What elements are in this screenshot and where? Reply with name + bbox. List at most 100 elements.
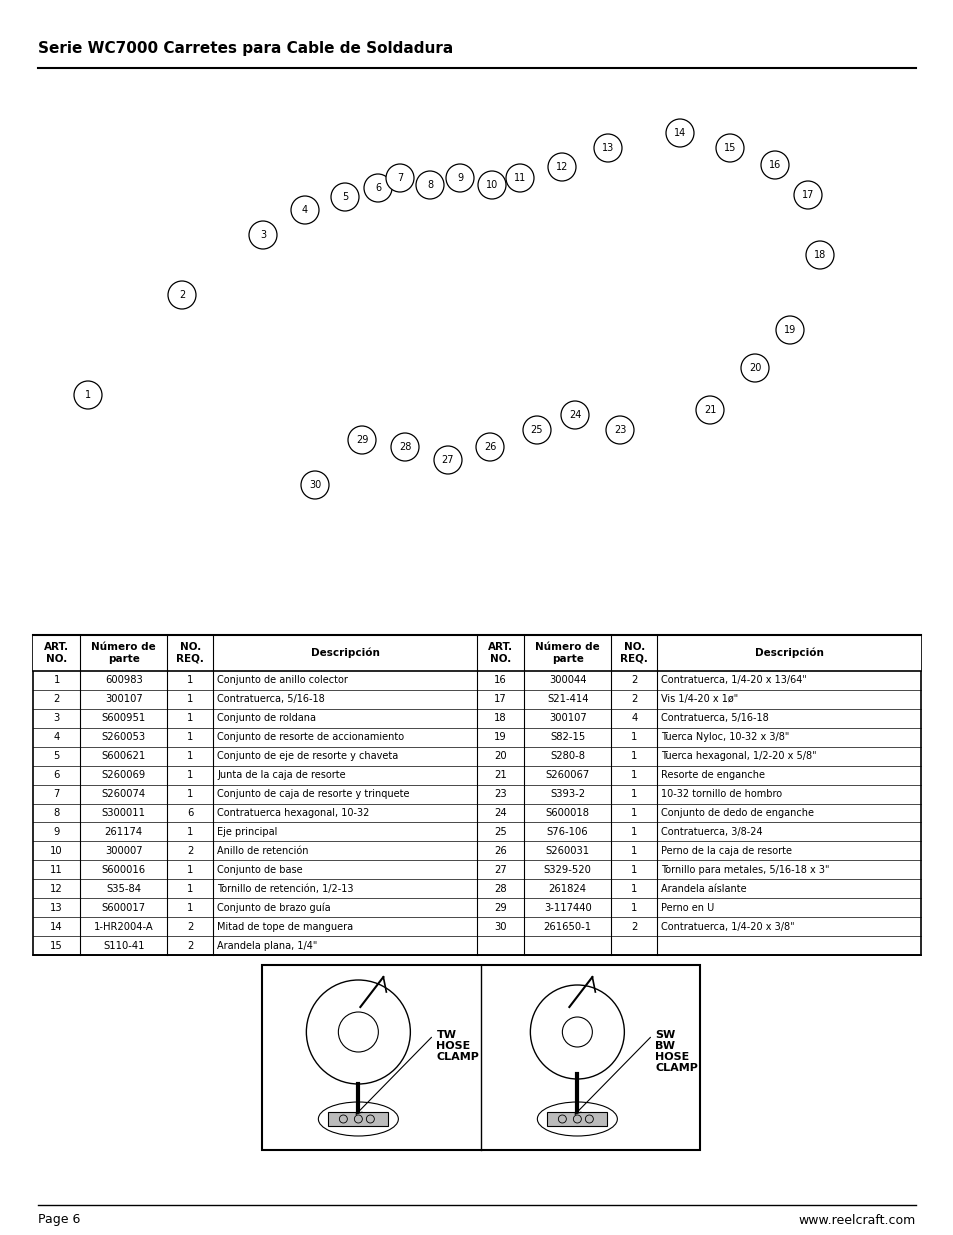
Text: 2: 2 (630, 694, 637, 704)
Text: 13: 13 (601, 143, 614, 153)
Text: 1: 1 (187, 771, 193, 781)
Text: 7: 7 (53, 789, 60, 799)
Text: 1: 1 (187, 751, 193, 761)
Text: 1: 1 (187, 714, 193, 724)
Text: S600951: S600951 (101, 714, 146, 724)
Text: Perno en U: Perno en U (660, 903, 714, 913)
Text: 1: 1 (630, 732, 637, 742)
Text: Mitad de tope de manguera: Mitad de tope de manguera (217, 921, 354, 931)
Text: S260031: S260031 (545, 846, 589, 856)
Circle shape (416, 170, 443, 199)
Text: Número de
parte: Número de parte (535, 642, 599, 663)
Text: S600017: S600017 (102, 903, 146, 913)
Text: Vis 1/4-20 x 1ø": Vis 1/4-20 x 1ø" (660, 694, 738, 704)
Text: S260067: S260067 (545, 771, 589, 781)
Text: 10: 10 (485, 180, 497, 190)
Circle shape (168, 282, 195, 309)
Text: 1: 1 (630, 789, 637, 799)
Text: 5: 5 (53, 751, 60, 761)
Text: Tuerca Nyloc, 10-32 x 3/8": Tuerca Nyloc, 10-32 x 3/8" (660, 732, 789, 742)
Circle shape (560, 401, 588, 429)
Text: 16: 16 (494, 676, 506, 685)
Text: 11: 11 (51, 864, 63, 874)
Text: 4: 4 (53, 732, 60, 742)
Text: S300011: S300011 (102, 808, 146, 818)
Circle shape (775, 316, 803, 345)
Text: Conjunto de dedo de enganche: Conjunto de dedo de enganche (660, 808, 814, 818)
Text: NO.
REQ.: NO. REQ. (176, 642, 204, 663)
Circle shape (594, 135, 621, 162)
Text: 27: 27 (494, 864, 506, 874)
Text: 18: 18 (494, 714, 506, 724)
Circle shape (477, 170, 505, 199)
Text: 1: 1 (630, 903, 637, 913)
Circle shape (364, 174, 392, 203)
Text: Page 6: Page 6 (38, 1214, 80, 1226)
Text: Perno de la caja de resorte: Perno de la caja de resorte (660, 846, 792, 856)
Text: S600016: S600016 (102, 864, 146, 874)
Circle shape (505, 164, 534, 191)
Text: Conjunto de anillo colector: Conjunto de anillo colector (217, 676, 348, 685)
Bar (33, 635, 920, 671)
Text: NO.
REQ.: NO. REQ. (619, 642, 647, 663)
Bar (547, 1112, 607, 1126)
Text: S260069: S260069 (101, 771, 146, 781)
Text: 1: 1 (630, 751, 637, 761)
Text: 1: 1 (187, 884, 193, 894)
Text: Conjunto de base: Conjunto de base (217, 864, 303, 874)
Text: Anillo de retención: Anillo de retención (217, 846, 309, 856)
Text: Contratuerca, 1/4-20 x 13/64": Contratuerca, 1/4-20 x 13/64" (660, 676, 806, 685)
Text: 1: 1 (630, 846, 637, 856)
Text: 17: 17 (494, 694, 506, 704)
Text: ART.
NO.: ART. NO. (44, 642, 70, 663)
Circle shape (605, 416, 634, 445)
Text: 1: 1 (187, 903, 193, 913)
Circle shape (696, 396, 723, 424)
Bar (0, 75, 953, 600)
Text: Tornillo para metales, 5/16-18 x 3": Tornillo para metales, 5/16-18 x 3" (660, 864, 829, 874)
Text: Arandela aíslante: Arandela aíslante (660, 884, 746, 894)
Text: TW
HOSE
CLAMP: TW HOSE CLAMP (436, 1030, 478, 1062)
Text: 300007: 300007 (105, 846, 142, 856)
Text: S35-84: S35-84 (106, 884, 141, 894)
Text: 1: 1 (187, 789, 193, 799)
Text: 2: 2 (187, 846, 193, 856)
Text: Arandela plana, 1/4": Arandela plana, 1/4" (217, 941, 317, 951)
Text: S21-414: S21-414 (546, 694, 588, 704)
Text: 24: 24 (568, 410, 580, 420)
Text: 25: 25 (530, 425, 542, 435)
Text: www.reelcraft.com: www.reelcraft.com (798, 1214, 915, 1226)
Text: 600983: 600983 (105, 676, 142, 685)
Text: Contratuerca hexagonal, 10-32: Contratuerca hexagonal, 10-32 (217, 808, 370, 818)
Text: 30: 30 (309, 480, 321, 490)
Text: S260053: S260053 (102, 732, 146, 742)
Bar (333, 1114, 383, 1123)
Text: 27: 27 (441, 454, 454, 466)
Text: 1: 1 (187, 827, 193, 837)
Circle shape (434, 446, 461, 474)
Text: 2: 2 (630, 676, 637, 685)
Text: 1: 1 (187, 694, 193, 704)
Text: 4: 4 (631, 714, 637, 724)
Text: 1: 1 (85, 390, 91, 400)
Text: 6: 6 (53, 771, 60, 781)
Text: Conjunto de roldana: Conjunto de roldana (217, 714, 316, 724)
Text: 14: 14 (673, 128, 685, 138)
Text: 1: 1 (630, 827, 637, 837)
Text: 300107: 300107 (105, 694, 142, 704)
Text: 13: 13 (51, 903, 63, 913)
Text: 15: 15 (723, 143, 736, 153)
Text: Serie WC7000 Carretes para Cable de Soldadura: Serie WC7000 Carretes para Cable de Sold… (38, 41, 453, 56)
Text: ART.
NO.: ART. NO. (488, 642, 513, 663)
Text: S76-106: S76-106 (546, 827, 588, 837)
Text: 19: 19 (494, 732, 506, 742)
Text: 28: 28 (494, 884, 506, 894)
Text: 25: 25 (494, 827, 506, 837)
Text: 26: 26 (483, 442, 496, 452)
Text: 2: 2 (53, 694, 60, 704)
Circle shape (446, 164, 474, 191)
Circle shape (291, 196, 318, 224)
Text: Conjunto de resorte de accionamiento: Conjunto de resorte de accionamiento (217, 732, 404, 742)
Text: 300107: 300107 (548, 714, 586, 724)
Circle shape (386, 164, 414, 191)
